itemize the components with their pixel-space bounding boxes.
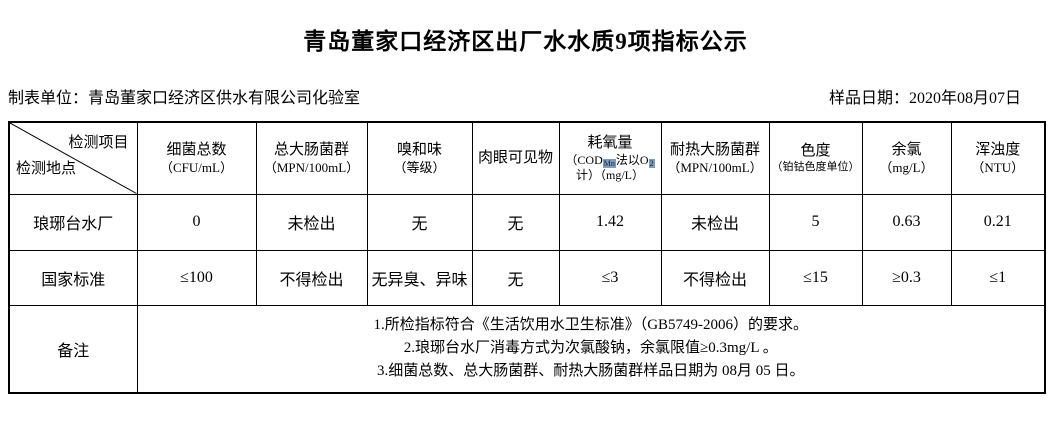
water-quality-table: 检测项目 检测地点 细菌总数 （CFU/mL） 总大肠菌群 （MPN/100mL…: [8, 121, 1046, 394]
corner-cell: 检测项目 检测地点: [8, 121, 138, 195]
standard-oxygen-value: ≤3: [558, 249, 662, 306]
header-row: 检测项目 检测地点 细菌总数 （CFU/mL） 总大肠菌群 （MPN/100mL…: [8, 121, 1046, 195]
col-header-residual-chlorine: 余氯 （mg/L）: [861, 121, 952, 195]
standard-chroma-value: ≤15: [768, 249, 863, 306]
plant-bacteria-value: 0: [136, 193, 257, 251]
plant-turbidity-value: 0.21: [950, 193, 1046, 251]
corner-label-items: 检测项目: [68, 135, 129, 151]
col-header-visible-matter: 肉眼可见物: [471, 121, 560, 195]
col-header-thermotolerant-coliform: 耐热大肠菌群 （MPN/100mL）: [660, 121, 770, 195]
standard-bacteria-value: ≤100: [136, 249, 257, 306]
meta-row: 制表单位：青岛董家口经济区供水有限公司化验室 样品日期：2020年08月07日: [8, 84, 1021, 108]
standard-chlorine-value: ≥0.3: [861, 249, 952, 306]
standard-turbidity-value: ≤1: [950, 249, 1046, 306]
note-line-2: 2.琅琊台水厂消毒方式为次氯酸钠，余氯限值≥0.3mg/L 。: [403, 340, 778, 357]
note-line-3: 3.细菌总数、总大肠菌群、耐热大肠菌群样品日期为 08月 05 日。: [376, 363, 805, 380]
table-row-plant: 琅琊台水厂 0 未检出 无 无 1.42 未检出 5 0.63 0.21: [8, 193, 1046, 251]
row-label-standard: 国家标准: [8, 249, 138, 306]
row-label-plant: 琅琊台水厂: [8, 193, 138, 251]
maker-unit-label: 制表单位：青岛董家口经济区供水有限公司化验室: [8, 90, 361, 107]
standard-thermotolerant-value: 不得检出: [660, 249, 770, 306]
plant-odor-value: 无: [366, 193, 473, 251]
plant-thermotolerant-value: 未检出: [660, 193, 770, 251]
col-header-total-coliform: 总大肠菌群 （MPN/100mL）: [255, 121, 368, 195]
oxygen-unit-line: （CODMn法以O2计）（mg/L）: [565, 152, 655, 182]
note-line-1: 1.所检指标符合《生活饮用水卫生标准》（GB5749-2006）的要求。: [373, 316, 809, 333]
notes-content: 1.所检指标符合《生活饮用水卫生标准》（GB5749-2006）的要求。 2.琅…: [136, 304, 1046, 394]
plant-total-coliform-value: 未检出: [255, 193, 368, 251]
col-header-odor-taste: 嗅和味 （等级）: [366, 121, 473, 195]
plant-oxygen-value: 1.42: [558, 193, 662, 251]
corner-label-site: 检测地点: [16, 160, 77, 177]
standard-odor-value: 无异臭、异味: [366, 249, 473, 306]
diagonal-divider: [10, 123, 137, 194]
cod-subscript: Mn: [602, 158, 616, 168]
col-header-chroma: 色度 （铂钴色度单位）: [768, 121, 863, 195]
o2-subscript: 2: [648, 158, 655, 168]
col-header-oxygen-consumption: 耗氧量 （CODMn法以O2计）（mg/L）: [558, 121, 662, 195]
standard-total-coliform-value: 不得检出: [255, 249, 368, 306]
plant-chroma-value: 5: [768, 193, 863, 251]
col-header-turbidity: 浑浊度 （NTU）: [950, 121, 1046, 195]
notes-row: 备注 1.所检指标符合《生活饮用水卫生标准》（GB5749-2006）的要求。 …: [8, 304, 1046, 394]
standard-visible-matter-value: 无: [471, 249, 560, 306]
sample-date-label: 样品日期：2020年08月07日: [828, 90, 1021, 107]
plant-chlorine-value: 0.63: [861, 193, 952, 251]
page-title: 青岛董家口经济区出厂水水质9项指标公示: [303, 29, 748, 54]
table-row-standard: 国家标准 ≤100 不得检出 无异臭、异味 无 ≤3 不得检出 ≤15 ≥0.3…: [8, 249, 1046, 306]
col-header-bacteria: 细菌总数 （CFU/mL）: [136, 121, 257, 195]
notes-label: 备注: [8, 304, 138, 394]
plant-visible-matter-value: 无: [471, 193, 560, 251]
